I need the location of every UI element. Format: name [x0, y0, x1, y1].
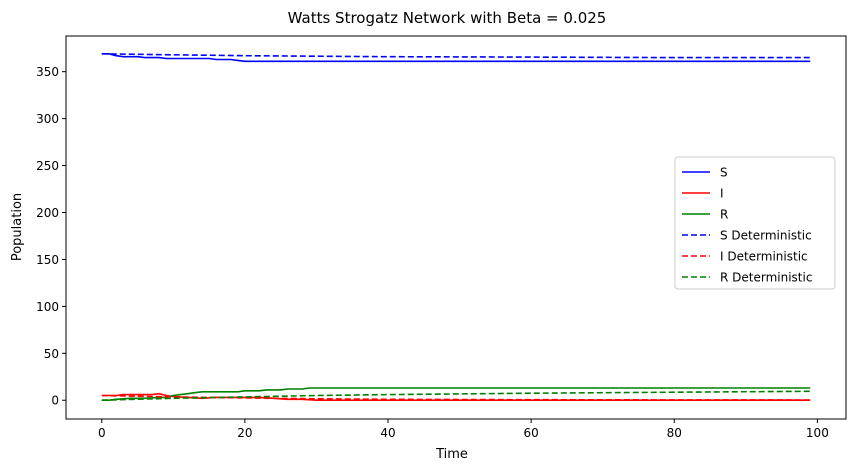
- x-tick-label: 80: [667, 426, 682, 440]
- y-tick-label: 300: [36, 112, 59, 126]
- x-tick-label: 0: [98, 426, 106, 440]
- y-axis-label: Population: [10, 193, 25, 261]
- plot-frame: [65, 35, 847, 420]
- x-axis-label: Time: [435, 447, 468, 462]
- x-axis: 0 20 40 60 80 100: [98, 419, 829, 440]
- series-line-i: [101, 392, 811, 402]
- y-tick-label: 100: [36, 300, 59, 314]
- y-tick-label: 150: [36, 253, 59, 267]
- legend-label: I Deterministic: [720, 250, 808, 264]
- y-tick-label: 0: [51, 394, 59, 408]
- series-line-r-deterministic: [101, 390, 811, 401]
- legend-label: S: [720, 166, 728, 180]
- y-axis: 0 50 100 150 200 250 300 350: [36, 65, 66, 408]
- series-lines: [101, 52, 811, 402]
- x-tick-label: 20: [237, 426, 252, 440]
- legend-label: R Deterministic: [720, 271, 812, 285]
- legend: SIR S Deterministic I Deterministic R Deter…: [674, 156, 836, 290]
- x-tick-label: 40: [380, 426, 395, 440]
- y-tick-label: 200: [36, 206, 59, 220]
- y-tick-label: 350: [36, 65, 59, 79]
- legend-label: I: [720, 187, 724, 201]
- y-tick-label: 250: [36, 159, 59, 173]
- series-line-s-deterministic: [101, 53, 811, 59]
- series-line-s: [101, 52, 811, 63]
- series-line-r: [101, 387, 811, 402]
- x-tick-label: 60: [523, 426, 538, 440]
- chart-title: Watts Strogatz Network with Beta = 0.025: [288, 9, 607, 27]
- y-tick-label: 50: [44, 347, 59, 361]
- legend-label: R: [720, 208, 728, 222]
- series-line-i-deterministic: [101, 394, 811, 401]
- legend-label: S Deterministic: [720, 229, 812, 243]
- x-tick-label: 100: [806, 426, 829, 440]
- legend-box: [674, 156, 836, 290]
